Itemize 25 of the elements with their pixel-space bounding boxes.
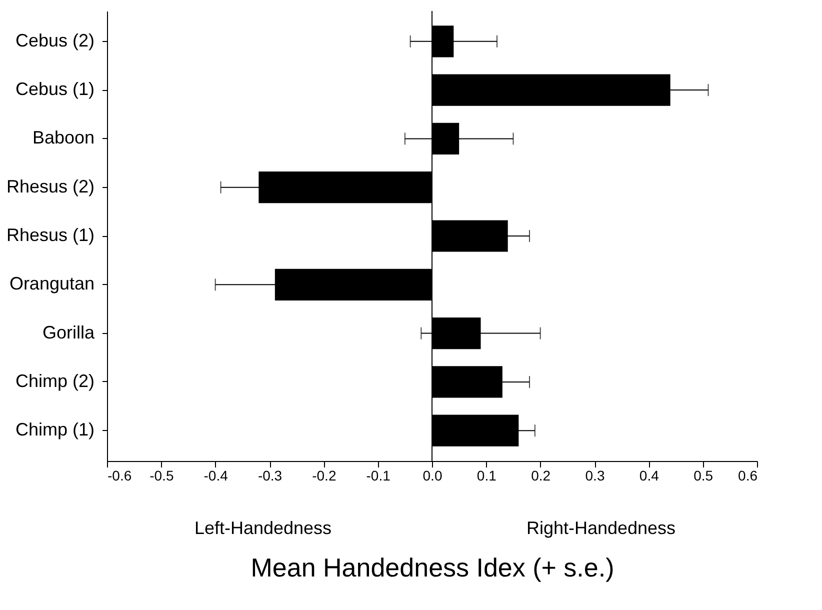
text: Right-Handedness xyxy=(526,518,676,538)
x-tick-label: 0.5 xyxy=(694,468,714,484)
y-tick-label: Chimp (1) xyxy=(15,420,94,440)
y-tick-label: Rhesus (2) xyxy=(6,176,94,196)
x-tick-label: -0.6 xyxy=(108,468,132,484)
text: Left-Handedness xyxy=(194,518,332,538)
x-tick-label: -0.1 xyxy=(366,468,391,484)
x-tick-label: 0.1 xyxy=(476,468,497,484)
x-tick-label: -0.3 xyxy=(258,468,282,484)
x-tick-label: 0.2 xyxy=(531,468,551,484)
y-tick-label: Orangutan xyxy=(9,274,94,294)
x-tick-label: 0.0 xyxy=(422,468,442,484)
x-tick-label: 0.3 xyxy=(585,468,605,484)
x-tick-label: -0.4 xyxy=(204,468,228,484)
y-tick-label: Cebus (2) xyxy=(15,30,94,50)
y-tick-label: Rhesus (1) xyxy=(6,225,94,245)
x-tick-label: 0.6 xyxy=(738,468,758,484)
x-axis-title: Mean Handedness Idex (+ s.e.) xyxy=(250,552,614,582)
y-tick-label: Baboon xyxy=(32,128,94,148)
x-tick-label: 0.4 xyxy=(639,468,660,484)
y-tick-label: Chimp (2) xyxy=(15,370,94,391)
y-tick-label: Cebus (1) xyxy=(15,79,94,100)
x-tick-label: -0.2 xyxy=(312,468,336,484)
y-tick-label: Gorilla xyxy=(42,322,96,342)
x-tick-label: -0.5 xyxy=(150,468,174,484)
